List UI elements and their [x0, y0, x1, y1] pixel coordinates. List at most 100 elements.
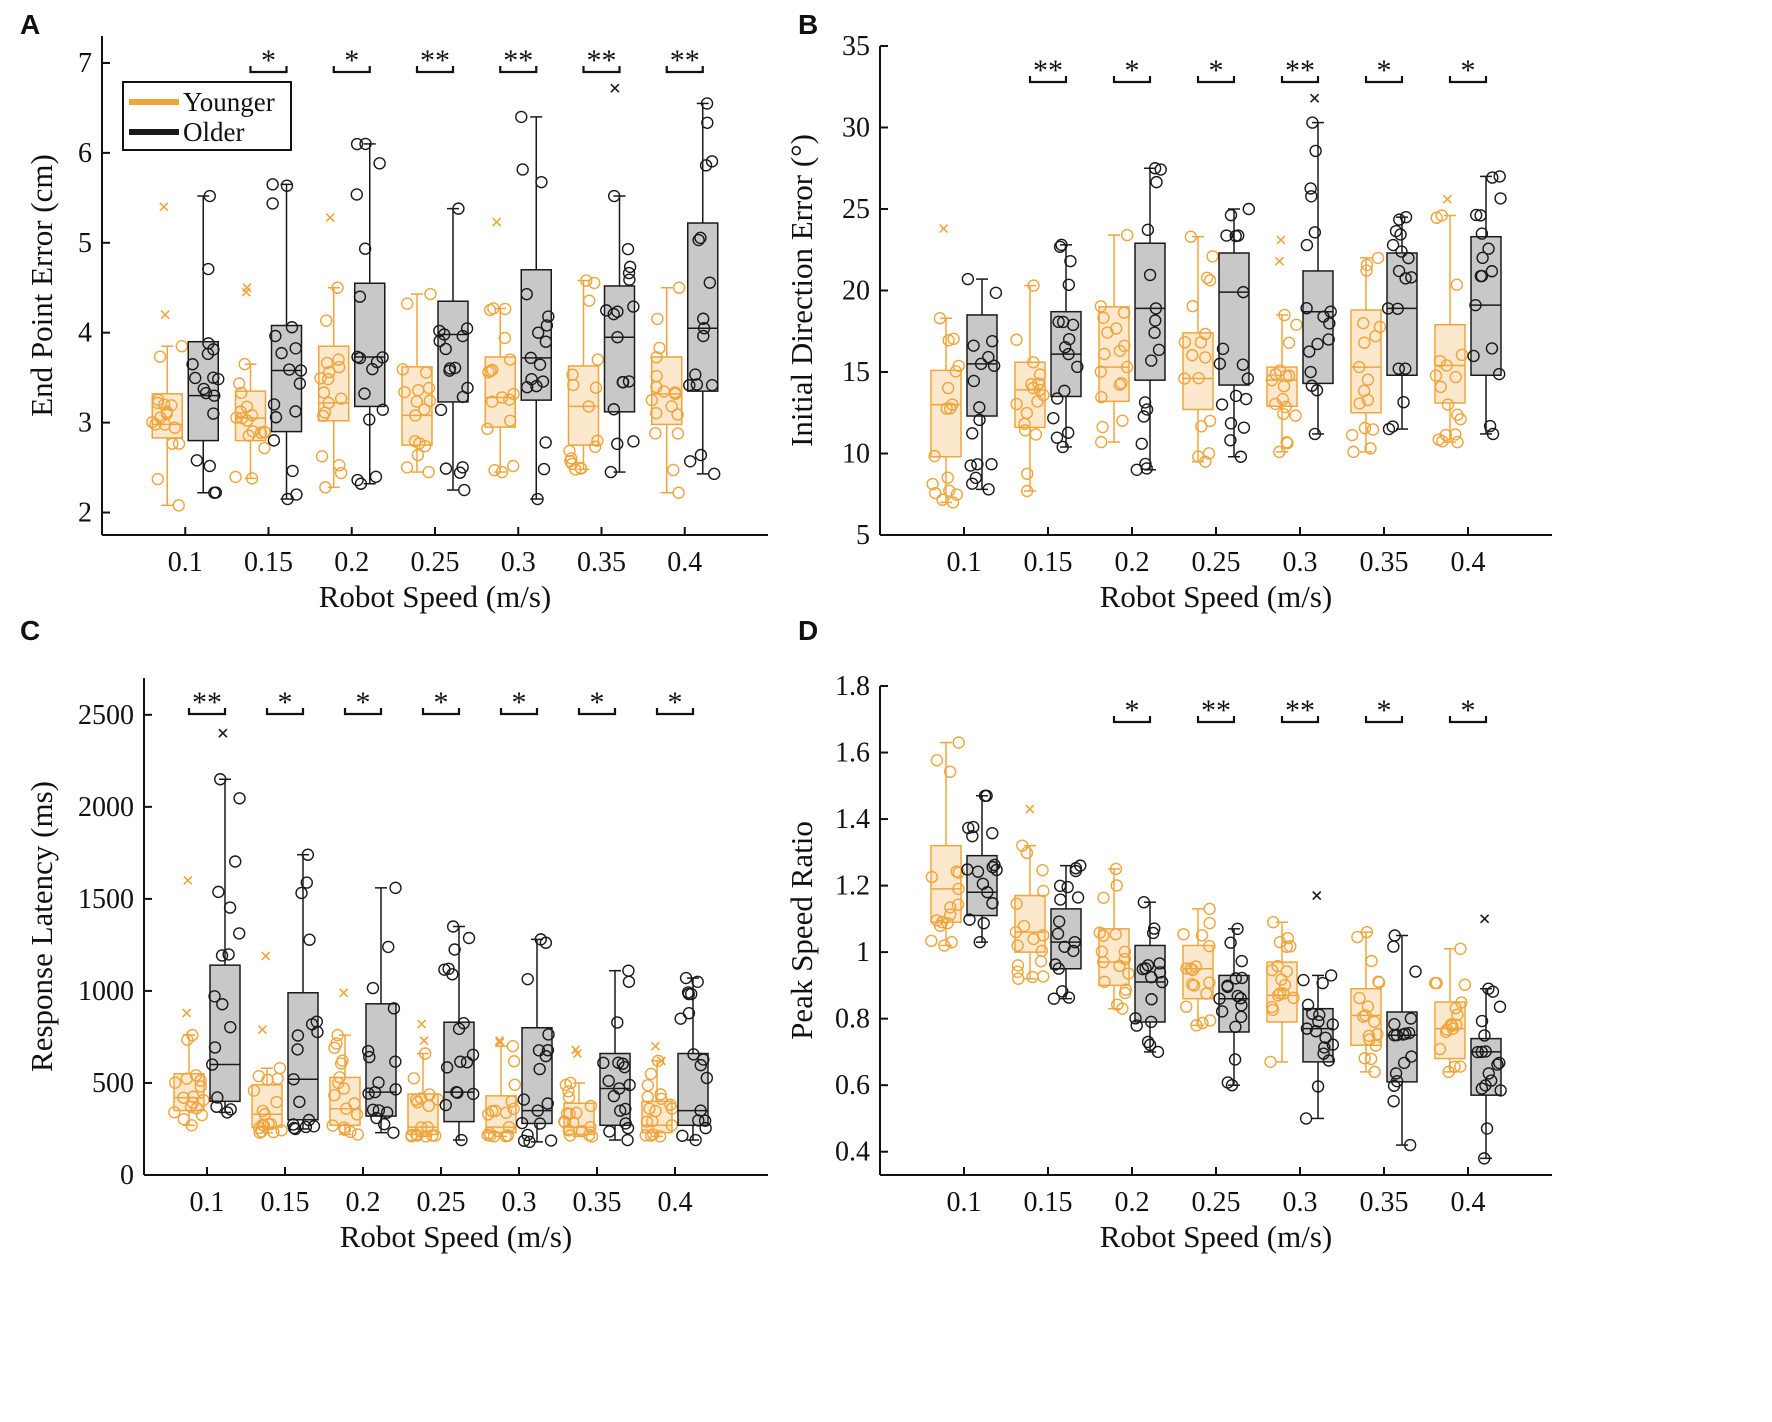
- significance-bracket: *: [655, 686, 695, 719]
- younger-box-0.1: [146, 202, 189, 512]
- data-point: [942, 334, 955, 347]
- bracket-line: [1280, 76, 1320, 84]
- x-tick-label: 0.2: [334, 547, 369, 578]
- older-box-0.1: [961, 789, 1003, 949]
- data-point: [978, 789, 992, 803]
- data-point: [1451, 1008, 1464, 1021]
- data-point: [941, 381, 955, 395]
- data-point: [1365, 954, 1378, 968]
- outlier-marker: [417, 1019, 427, 1029]
- significance-bracket: *: [1196, 54, 1236, 87]
- data-point: [655, 1092, 668, 1105]
- data-point: [1146, 926, 1160, 940]
- data-point: [1068, 935, 1081, 949]
- data-point: [703, 276, 717, 289]
- significance-stars: **: [192, 686, 222, 719]
- data-point: [582, 294, 596, 307]
- bracket-line: [332, 66, 371, 74]
- data-point: [641, 1079, 654, 1092]
- data-point: [945, 936, 958, 949]
- data-point: [1482, 1067, 1495, 1080]
- data-point: [1305, 379, 1319, 392]
- y-tick-label: 500: [92, 1068, 134, 1099]
- data-point: [266, 197, 279, 210]
- data-point: [1148, 922, 1161, 935]
- data-point: [521, 972, 534, 986]
- data-point: [1392, 264, 1406, 278]
- data-point: [261, 1073, 274, 1086]
- data-point: [683, 455, 697, 468]
- data-point: [1485, 265, 1499, 278]
- panel-a: A 2 3 4 5 6 7 0.1 0.15 0.2 0.25 0.3 0.35 0.4 Robot Spe…: [20, 9, 768, 614]
- data-point: [604, 465, 618, 479]
- data-point: [672, 281, 686, 294]
- data-point: [1478, 1152, 1491, 1165]
- younger-box-0.35: [1345, 251, 1387, 459]
- data-point: [457, 1016, 470, 1030]
- data-point: [331, 281, 344, 294]
- data-point: [1143, 268, 1157, 282]
- data-point: [488, 464, 501, 477]
- data-point: [455, 1133, 468, 1147]
- data-point: [186, 358, 199, 371]
- data-point: [560, 1107, 574, 1120]
- data-point: [627, 300, 640, 313]
- data-point: [1326, 1018, 1339, 1031]
- data-point: [332, 1076, 345, 1090]
- data-point: [531, 326, 545, 339]
- data-point: [214, 773, 227, 786]
- data-point: [1026, 970, 1039, 984]
- iqr-box: [1350, 309, 1382, 414]
- significance-bracket: **: [415, 44, 455, 77]
- data-point: [1387, 1094, 1400, 1108]
- data-point: [925, 934, 938, 948]
- data-point: [986, 826, 999, 840]
- data-point: [641, 1090, 654, 1104]
- data-point: [1118, 952, 1132, 966]
- data-point: [1037, 970, 1050, 983]
- data-point: [350, 188, 363, 201]
- data-point: [1454, 942, 1467, 955]
- data-point: [411, 384, 425, 397]
- data-point: [1027, 279, 1040, 292]
- data-point: [986, 860, 999, 874]
- data-point: [1224, 434, 1237, 447]
- significance-bracket: *: [1364, 694, 1404, 727]
- data-point: [317, 386, 331, 399]
- data-point: [1309, 144, 1322, 158]
- younger-box-0.2: [1093, 862, 1135, 1015]
- data-point: [611, 330, 624, 344]
- data-point: [607, 403, 621, 416]
- data-point: [1235, 954, 1248, 968]
- data-point: [515, 1116, 529, 1130]
- data-point: [389, 881, 402, 895]
- data-point: [541, 1097, 554, 1110]
- data-point: [1051, 392, 1064, 405]
- significance-stars: **: [503, 44, 533, 77]
- data-point: [353, 351, 367, 365]
- data-point: [967, 374, 981, 388]
- younger-box-0.25: [1178, 230, 1219, 468]
- x-tick-label: 0.4: [658, 1187, 693, 1218]
- data-point: [501, 1129, 514, 1142]
- older-box-0.3: [515, 110, 555, 506]
- data-point: [1482, 242, 1495, 255]
- data-point: [1213, 992, 1226, 1005]
- data-point: [607, 307, 620, 321]
- data-point: [1371, 251, 1385, 265]
- data-point: [373, 157, 386, 170]
- data-point: [1273, 935, 1287, 949]
- data-point: [483, 303, 497, 317]
- data-point: [1278, 978, 1292, 992]
- data-point: [1203, 976, 1216, 989]
- data-point: [1012, 972, 1025, 985]
- data-point: [334, 392, 348, 405]
- data-point: [1033, 368, 1047, 381]
- data-point: [1062, 347, 1075, 361]
- data-point: [1021, 467, 1034, 480]
- data-point: [643, 1102, 656, 1115]
- data-point: [1186, 963, 1199, 977]
- data-point: [523, 1135, 536, 1149]
